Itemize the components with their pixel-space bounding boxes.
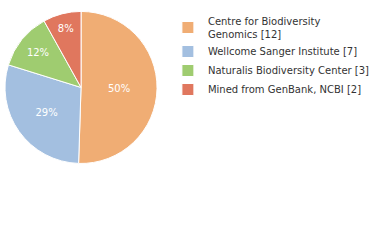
svg-text:Wellcome Sanger Institute [7]: Wellcome Sanger Institute [7]	[208, 46, 357, 57]
svg-text:Centre for BiodiversityGenomic: Centre for BiodiversityGenomics [12]	[208, 16, 321, 40]
svg-text:50%: 50%	[108, 83, 130, 94]
svg-text:12%: 12%	[27, 47, 49, 58]
svg-text:29%: 29%	[35, 107, 57, 118]
svg-text:Naturalis Biodiversity Center: Naturalis Biodiversity Center [3]	[208, 65, 369, 76]
svg-text:8%: 8%	[58, 23, 74, 34]
svg-text:Mined from GenBank, NCBI [2]: Mined from GenBank, NCBI [2]	[208, 84, 361, 95]
